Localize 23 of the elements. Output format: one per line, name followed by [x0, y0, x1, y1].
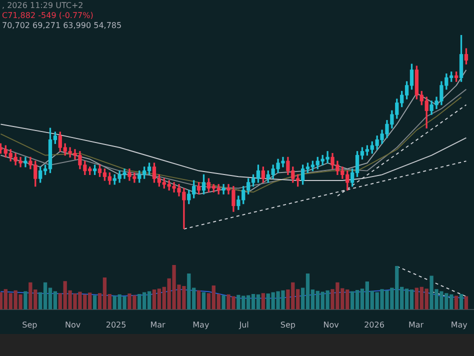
bar: [196, 290, 201, 310]
bar: [459, 294, 464, 310]
x-tick-label: 2025: [106, 320, 126, 330]
x-tick-label: May: [450, 320, 468, 330]
text: C71,882 -549 (-0.77%): [2, 11, 94, 21]
x-tick-label: Jul: [238, 320, 249, 330]
bar: [261, 293, 266, 310]
x-tick-label: May: [192, 320, 210, 330]
bar: [24, 291, 28, 310]
bar: [92, 295, 97, 310]
bar: [222, 295, 226, 310]
bar: [454, 296, 458, 310]
text: 70,702 69,271 63,990 54,785: [2, 21, 122, 31]
x-tick-label: Mar: [150, 320, 166, 330]
bar: [464, 296, 468, 310]
x-tick-label: Mar: [408, 320, 424, 330]
x-tick-label: Nov: [323, 320, 340, 330]
x-tick-label: Sep: [280, 320, 296, 330]
x-tick-label: 2026: [364, 320, 384, 330]
text: , 2026 11:29 UTC+2: [2, 1, 84, 11]
x-tick-label: Nov: [65, 320, 81, 330]
x-tick-label: Sep: [22, 320, 38, 330]
bar: [202, 292, 206, 310]
